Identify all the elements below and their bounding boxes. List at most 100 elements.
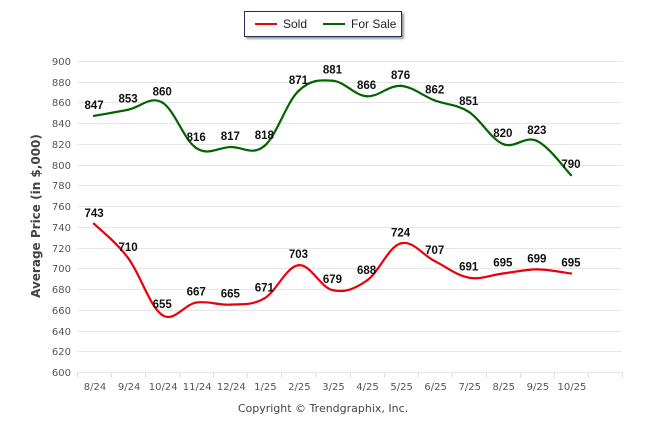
data-point-sold [92, 222, 96, 225]
data-point-sold [263, 297, 266, 300]
data-label-sold: 695 [561, 258, 581, 270]
data-point-for-sale [501, 142, 504, 146]
legend-label-sold: Sold [283, 17, 308, 31]
data-label-sold: 665 [221, 289, 241, 301]
data-point-for-sale [126, 108, 130, 111]
data-point-sold [160, 313, 164, 317]
data-point-sold [467, 276, 470, 279]
y-tick-label: 720 [52, 244, 71, 255]
y-tick-label: 660 [52, 306, 71, 317]
x-tick-label: 8/24 [84, 382, 106, 393]
x-tick-label: 2/25 [288, 382, 310, 393]
data-point-for-sale [365, 95, 368, 98]
x-tick-label: 4/25 [356, 382, 378, 393]
y-tick-label: 640 [52, 327, 71, 338]
copyright: Copyright © Trendgraphix, Inc. [237, 402, 409, 415]
y-tick-label: 760 [52, 202, 71, 213]
data-label-sold: 671 [255, 282, 275, 294]
data-point-for-sale [399, 84, 402, 88]
legend-item-sold[interactable]: Sold [255, 17, 307, 31]
x-tick-label: 3/25 [322, 382, 344, 393]
x-tick-label: 10/24 [149, 382, 178, 393]
data-point-sold [535, 268, 539, 271]
data-label-for-sale: 817 [221, 131, 240, 143]
y-tick-label: 780 [52, 181, 71, 192]
data-label-for-sale: 871 [289, 75, 309, 87]
data-label-for-sale: 823 [527, 125, 546, 137]
data-point-sold [569, 272, 573, 275]
x-tick-label: 5/25 [390, 382, 412, 393]
y-tick-label: 820 [52, 140, 71, 151]
data-label-for-sale: 851 [459, 96, 479, 108]
data-label-sold: 699 [527, 253, 546, 265]
data-point-for-sale [433, 99, 436, 102]
data-point-sold [126, 256, 130, 260]
y-tick-label: 800 [52, 161, 71, 172]
y-tick-label: 740 [52, 223, 71, 234]
data-label-sold: 691 [459, 262, 479, 274]
y-tick-label: 680 [52, 285, 71, 296]
data-label-for-sale: 820 [493, 128, 512, 140]
data-point-sold [399, 242, 402, 245]
data-label-for-sale: 816 [187, 132, 206, 144]
data-label-sold: 679 [323, 274, 342, 286]
y-axis-label: Average Price (in $,000) [29, 134, 43, 298]
x-tick-label: 12/24 [217, 382, 246, 393]
data-label-for-sale: 790 [561, 159, 580, 171]
legend-label-for-sale: For Sale [351, 17, 397, 31]
data-point-sold [501, 272, 504, 275]
y-tick-label: 900 [52, 57, 71, 68]
data-point-for-sale [160, 101, 164, 104]
data-point-for-sale [331, 79, 334, 82]
legend-item-for-sale[interactable]: For Sale [323, 17, 396, 31]
data-label-for-sale: 881 [323, 65, 343, 77]
data-label-sold: 707 [425, 245, 444, 257]
data-point-for-sale [263, 144, 266, 148]
data-point-for-sale [195, 146, 198, 150]
data-point-for-sale [467, 110, 470, 113]
data-point-sold [365, 279, 368, 282]
data-label-sold: 724 [391, 227, 411, 239]
data-label-sold: 743 [84, 208, 103, 220]
data-point-sold [331, 288, 334, 292]
x-tick-label: 11/24 [183, 382, 212, 393]
x-tick-label: 9/25 [527, 382, 549, 393]
data-point-for-sale [535, 139, 539, 143]
data-label-for-sale: 853 [119, 94, 138, 106]
data-label-sold: 695 [493, 258, 513, 270]
data-point-sold [229, 303, 232, 306]
data-label-sold: 655 [153, 299, 173, 311]
legend-swatch-sold [255, 23, 277, 25]
y-tick-label: 860 [52, 98, 71, 109]
x-tick-label: 1/25 [254, 382, 276, 393]
data-point-sold [297, 264, 300, 267]
data-label-sold: 688 [357, 265, 377, 277]
x-tick-label: 7/25 [458, 382, 480, 393]
data-point-for-sale [569, 173, 573, 177]
data-point-for-sale [92, 114, 96, 118]
data-label-for-sale: 860 [153, 86, 172, 98]
legend-swatch-for-sale [323, 23, 346, 25]
y-tick-label: 880 [52, 78, 71, 89]
data-label-for-sale: 847 [84, 100, 103, 112]
data-label-sold: 667 [187, 287, 206, 299]
data-label-sold: 710 [119, 242, 138, 254]
x-tick-label: 6/25 [424, 382, 446, 393]
y-tick-label: 600 [52, 368, 71, 379]
data-label-for-sale: 862 [425, 84, 444, 96]
x-tick-label: 8/25 [493, 382, 515, 393]
y-tick-label: 840 [52, 119, 71, 130]
x-tick-label: 9/24 [118, 382, 140, 393]
data-point-sold [195, 301, 198, 304]
x-tick-label: 10/25 [557, 382, 586, 393]
y-tick-label: 700 [52, 264, 71, 275]
data-point-for-sale [297, 89, 300, 93]
data-label-for-sale: 818 [255, 130, 275, 142]
legend: Sold For Sale [244, 11, 402, 37]
data-point-for-sale [229, 145, 232, 149]
data-label-for-sale: 876 [391, 70, 410, 82]
y-tick-label: 620 [52, 347, 71, 358]
data-point-sold [433, 259, 436, 263]
data-label-for-sale: 866 [357, 80, 376, 92]
